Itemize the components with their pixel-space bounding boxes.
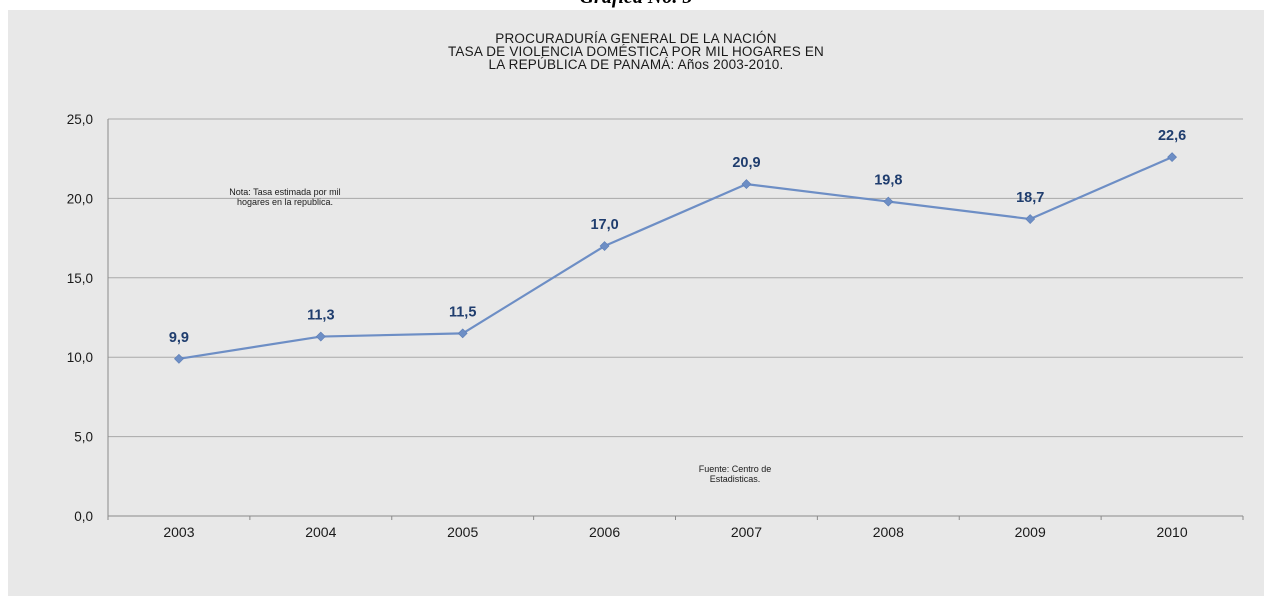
chart-panel — [8, 10, 1264, 596]
data-label-2010: 22,6 — [1158, 128, 1186, 144]
document-heading: Gráfica No. 5 — [0, 0, 1272, 9]
x-tick-label-2008: 2008 — [873, 524, 904, 540]
data-point-2009 — [1025, 214, 1036, 224]
data-label-2008: 19,8 — [874, 173, 902, 189]
data-label-2009: 18,7 — [1016, 190, 1044, 206]
y-tick-label-2: 10,0 — [67, 350, 93, 365]
x-tick-label-2007: 2007 — [731, 524, 762, 540]
x-tick-label-2003: 2003 — [163, 524, 194, 540]
data-point-2006 — [599, 241, 610, 251]
data-label-2004: 11,3 — [307, 308, 334, 324]
chart-title-line-1: PROCURADURÍA GENERAL DE LA NACIÓN — [495, 31, 777, 46]
data-label-2005: 11,5 — [449, 304, 476, 320]
data-point-2003 — [174, 353, 184, 364]
series-line — [178, 156, 1173, 360]
y-tick-label-1: 5,0 — [74, 430, 93, 445]
x-tick-label-2004: 2004 — [305, 524, 336, 540]
chart-title-line-2: TASA DE VIOLENCIA DOMÉSTICA POR MIL HOGA… — [447, 44, 825, 59]
data-point-2010 — [1167, 152, 1177, 163]
data-point-2007 — [741, 179, 752, 190]
chart-title: PROCURADURÍA GENERAL DE LA NACIÓN TASA D… — [0, 31, 1272, 72]
chart-source: Fuente: Centro de Estadisticas. — [698, 464, 772, 484]
x-tick-label-2009: 2009 — [1015, 524, 1046, 540]
y-tick-label-0: 0,0 — [74, 509, 93, 524]
y-tick-label-4: 20,0 — [67, 191, 93, 206]
data-label-2006: 17,0 — [590, 217, 618, 233]
data-point-2005 — [457, 328, 468, 339]
x-tick-label-2006: 2006 — [589, 524, 620, 540]
data-label-2007: 20,9 — [732, 155, 760, 171]
y-tick-label-5: 25,0 — [67, 112, 93, 127]
chart-title-line-3: LA REPÚBLICA DE PANAMÁ: Años 2003-2010. — [488, 57, 784, 72]
data-point-2008 — [883, 196, 894, 207]
x-tick-label-2005: 2005 — [447, 524, 478, 540]
x-tick-label-2010: 2010 — [1156, 524, 1187, 540]
data-label-2003: 9,9 — [169, 330, 189, 346]
y-tick-label-3: 15,0 — [67, 271, 93, 286]
data-point-2004 — [315, 331, 326, 342]
chart-note: Nota: Tasa estimada por mil hogares en l… — [229, 187, 341, 207]
